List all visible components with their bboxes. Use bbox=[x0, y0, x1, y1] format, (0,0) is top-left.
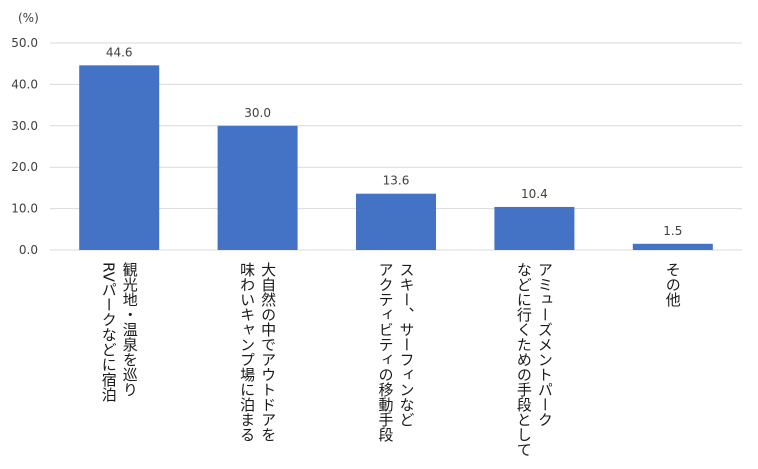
category-label-line: 観光地・温泉を巡り bbox=[121, 262, 139, 397]
bar bbox=[217, 125, 298, 250]
y-tick-label: 0.0 bbox=[19, 243, 38, 257]
y-tick-label: 30.0 bbox=[11, 119, 38, 133]
y-tick-label: 40.0 bbox=[11, 77, 38, 91]
category-label-line: RVパークなどに宿泊 bbox=[100, 262, 118, 402]
y-tick-label: 50.0 bbox=[11, 36, 38, 50]
bar bbox=[632, 243, 713, 250]
category-label-line: 大自然の中でアウトドアを bbox=[259, 262, 277, 442]
bar bbox=[494, 206, 575, 250]
category-label-line: アクティビティの移動手段 bbox=[377, 262, 395, 442]
bar bbox=[79, 65, 160, 250]
category-label-line: などに行くための手段として bbox=[515, 262, 533, 457]
bars bbox=[79, 65, 713, 250]
y-tick-label: 10.0 bbox=[11, 202, 38, 216]
value-labels: 44.6 30.0 13.6 10.4 1.5 bbox=[106, 45, 683, 237]
bar-value-label: 13.6 bbox=[383, 174, 410, 188]
category-label-line: 味わいキャンプ場に泊まる bbox=[238, 262, 256, 442]
gridlines bbox=[50, 42, 742, 251]
category-label-line: スキー、サーフィンなど bbox=[398, 262, 416, 427]
category-label-line: アミューズメントパーク bbox=[536, 262, 554, 427]
y-axis-unit-label: (%) bbox=[18, 11, 39, 25]
y-tick-label: 20.0 bbox=[11, 160, 38, 174]
y-axis-tick-labels: 0.0 10.0 20.0 30.0 40.0 50.0 bbox=[11, 36, 38, 257]
bar-value-label: 30.0 bbox=[244, 106, 271, 120]
bar-value-label: 10.4 bbox=[521, 187, 548, 201]
category-label-line: その他 bbox=[664, 262, 682, 308]
bar-value-label: 44.6 bbox=[106, 45, 133, 59]
bar bbox=[356, 193, 436, 250]
bar-value-label: 1.5 bbox=[663, 224, 682, 238]
category-label: その他 bbox=[664, 262, 682, 308]
